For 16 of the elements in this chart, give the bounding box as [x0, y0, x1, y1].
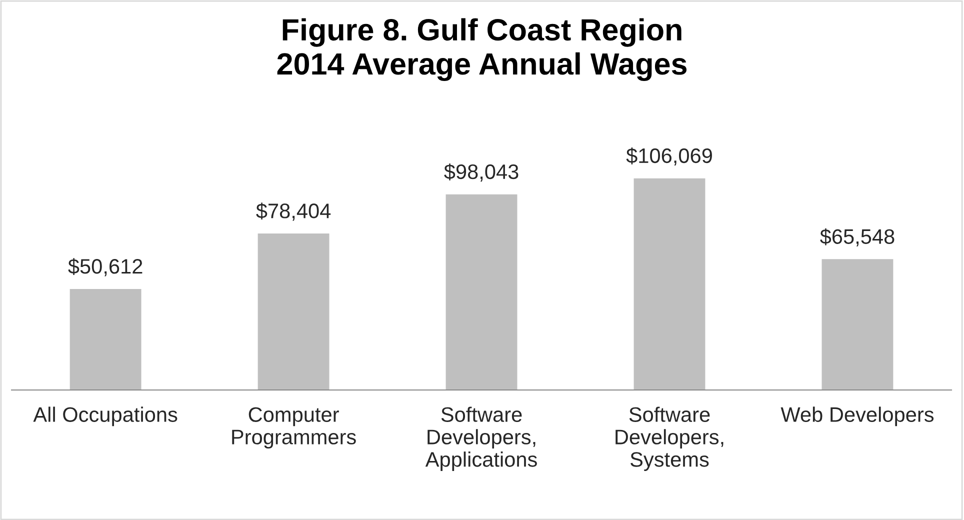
bar	[258, 234, 330, 390]
bar	[634, 178, 706, 390]
data-label: $78,404	[256, 202, 331, 221]
x-tick-label: Software Developers, Systems	[616, 406, 724, 471]
x-tick-label: All Occupations	[33, 406, 178, 426]
bar	[446, 194, 518, 390]
x-tick-label: Software Developers, Applications	[425, 406, 537, 471]
x-tick-label: Computer Programmers	[232, 407, 356, 449]
chart-title: Figure 8. Gulf Coast Region 2014 Average Annual Wages	[277, 18, 687, 81]
data-label: $106,069	[626, 147, 712, 166]
bar	[822, 259, 894, 390]
bar	[70, 288, 142, 390]
data-label: $50,612	[68, 258, 142, 276]
data-label: $65,548	[820, 228, 894, 246]
x-tick-label: Web Developers	[780, 406, 934, 426]
data-label: $98,043	[444, 163, 518, 182]
